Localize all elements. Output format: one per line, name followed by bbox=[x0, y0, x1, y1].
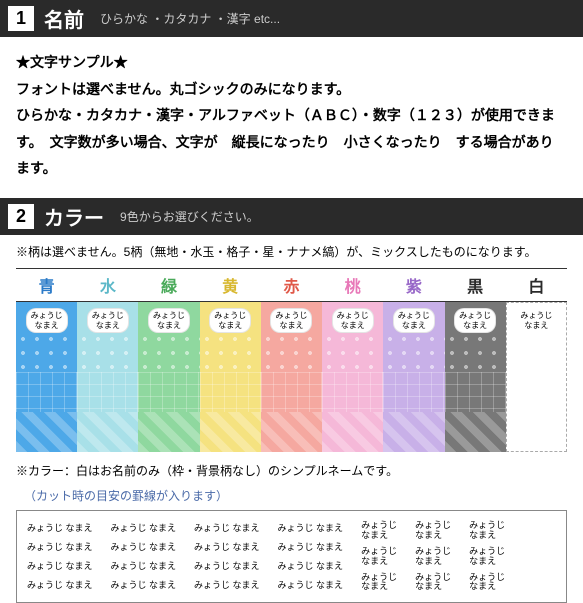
section-2-subtitle: 9色からお選びください。 bbox=[120, 208, 259, 225]
sample-item-2line: みょうじなまえ bbox=[469, 521, 505, 541]
section-1-header: 1 名前 ひらかな ・カタカナ ・漢字 etc... bbox=[0, 0, 583, 37]
color-column: 白みょうじなまえ bbox=[506, 268, 567, 452]
color-swatch: みょうじなまえ bbox=[506, 302, 567, 452]
sample-column: みょうじ なまえみょうじ なまえみょうじ なまえみょうじ なまえ bbox=[278, 521, 344, 592]
sample-item: みょうじ なまえ bbox=[111, 578, 177, 591]
name-tag: みょうじなまえ bbox=[332, 308, 374, 333]
name-tag: みょうじなまえ bbox=[270, 308, 312, 333]
sample-column: みょうじ なまえみょうじ なまえみょうじ なまえみょうじ なまえ bbox=[194, 521, 260, 592]
section-2-title: カラー bbox=[44, 202, 104, 231]
sample-item-2line: みょうじなまえ bbox=[415, 547, 451, 567]
sample-column: みょうじ なまえみょうじ なまえみょうじ なまえみょうじ なまえ bbox=[27, 521, 93, 592]
white-footnote: ※カラー：白はお名前のみ（枠・背景柄なし）のシンプルネームです。 bbox=[0, 462, 583, 487]
color-label: 水 bbox=[77, 268, 138, 302]
sample-item: みょうじ なまえ bbox=[111, 559, 177, 572]
name-tag: みょうじなまえ bbox=[87, 308, 129, 333]
sample-item: みょうじ なまえ bbox=[194, 578, 260, 591]
sample-name-box: みょうじ なまえみょうじ なまえみょうじ なまえみょうじ なまえみょうじ なまえ… bbox=[16, 510, 567, 603]
text-line-1: ★文字サンプル★ bbox=[16, 49, 567, 76]
name-tag: みょうじなまえ bbox=[516, 309, 556, 332]
color-column: 青みょうじなまえ bbox=[16, 268, 77, 452]
color-label: 黒 bbox=[445, 268, 506, 302]
sample-item-2line: みょうじなまえ bbox=[469, 573, 505, 593]
color-swatch: みょうじなまえ bbox=[261, 302, 322, 452]
sample-item: みょうじ なまえ bbox=[27, 521, 93, 534]
name-tag: みょうじなまえ bbox=[454, 308, 496, 333]
section-1-title: 名前 bbox=[44, 4, 84, 33]
section-1-num: 1 bbox=[8, 6, 34, 31]
color-label: 紫 bbox=[383, 268, 444, 302]
sample-item: みょうじ なまえ bbox=[278, 540, 344, 553]
color-swatch: みょうじなまえ bbox=[445, 302, 506, 452]
sample-column: みょうじ なまえみょうじ なまえみょうじ なまえみょうじ なまえ bbox=[111, 521, 177, 592]
sample-item: みょうじ なまえ bbox=[194, 540, 260, 553]
color-label: 赤 bbox=[261, 268, 322, 302]
sample-item: みょうじ なまえ bbox=[278, 521, 344, 534]
color-label: 青 bbox=[16, 268, 77, 302]
sample-item: みょうじ なまえ bbox=[111, 521, 177, 534]
sample-column-2line: みょうじなまえみょうじなまえみょうじなまえ bbox=[361, 521, 397, 592]
sample-item-2line: みょうじなまえ bbox=[469, 547, 505, 567]
color-swatch: みょうじなまえ bbox=[200, 302, 261, 452]
sample-item: みょうじ なまえ bbox=[194, 521, 260, 534]
sample-item-2line: みょうじなまえ bbox=[361, 521, 397, 541]
sample-column-2line: みょうじなまえみょうじなまえみょうじなまえ bbox=[469, 521, 505, 592]
section-2-num: 2 bbox=[8, 204, 34, 229]
color-column: 紫みょうじなまえ bbox=[383, 268, 444, 452]
section-1-subtitle: ひらかな ・カタカナ ・漢字 etc... bbox=[100, 10, 280, 27]
sample-item: みょうじ なまえ bbox=[111, 540, 177, 553]
color-column: 水みょうじなまえ bbox=[77, 268, 138, 452]
name-tag: みょうじなまえ bbox=[393, 308, 435, 333]
pattern-note: ※柄は選べません。5柄（無地・水玉・格子・星・ナナメ縞）が、ミックスしたものにな… bbox=[0, 243, 583, 268]
section-2-header: 2 カラー 9色からお選びください。 bbox=[0, 198, 583, 235]
color-swatch: みょうじなまえ bbox=[322, 302, 383, 452]
color-label: 黄 bbox=[200, 268, 261, 302]
sample-item: みょうじ なまえ bbox=[194, 559, 260, 572]
sample-item-2line: みょうじなまえ bbox=[361, 573, 397, 593]
color-column: 赤みょうじなまえ bbox=[261, 268, 322, 452]
color-swatch: みょうじなまえ bbox=[383, 302, 444, 452]
color-swatch: みょうじなまえ bbox=[138, 302, 199, 452]
text-line-2: フォントは選べません。丸ゴシックのみになります。 bbox=[16, 76, 567, 103]
sample-item: みょうじ なまえ bbox=[27, 540, 93, 553]
cut-note: （カット時の目安の罫線が入ります） bbox=[0, 487, 583, 510]
sample-item-2line: みょうじなまえ bbox=[415, 521, 451, 541]
color-column: 黒みょうじなまえ bbox=[445, 268, 506, 452]
sample-item-2line: みょうじなまえ bbox=[415, 573, 451, 593]
name-tag: みょうじなまえ bbox=[209, 308, 251, 333]
color-column: 黄みょうじなまえ bbox=[200, 268, 261, 452]
color-swatch-row: 青みょうじなまえ水みょうじなまえ緑みょうじなまえ黄みょうじなまえ赤みょうじなまえ… bbox=[0, 268, 583, 462]
sample-item: みょうじ なまえ bbox=[27, 559, 93, 572]
color-column: 桃みょうじなまえ bbox=[322, 268, 383, 452]
color-swatch: みょうじなまえ bbox=[16, 302, 77, 452]
color-label: 白 bbox=[506, 268, 567, 302]
sample-item: みょうじ なまえ bbox=[278, 578, 344, 591]
color-swatch: みょうじなまえ bbox=[77, 302, 138, 452]
name-tag: みょうじなまえ bbox=[148, 308, 190, 333]
sample-column-2line: みょうじなまえみょうじなまえみょうじなまえ bbox=[415, 521, 451, 592]
text-line-3: ひらかな・カタカナ・漢字・アルファベット（ＡＢＣ）・数字（１２３）が使用できます… bbox=[16, 102, 567, 182]
color-column: 緑みょうじなまえ bbox=[138, 268, 199, 452]
sample-item-2line: みょうじなまえ bbox=[361, 547, 397, 567]
text-sample-block: ★文字サンプル★ フォントは選べません。丸ゴシックのみになります。 ひらかな・カ… bbox=[0, 45, 583, 198]
color-label: 緑 bbox=[138, 268, 199, 302]
sample-item: みょうじ なまえ bbox=[278, 559, 344, 572]
color-label: 桃 bbox=[322, 268, 383, 302]
name-tag: みょうじなまえ bbox=[26, 308, 68, 333]
sample-item: みょうじ なまえ bbox=[27, 578, 93, 591]
